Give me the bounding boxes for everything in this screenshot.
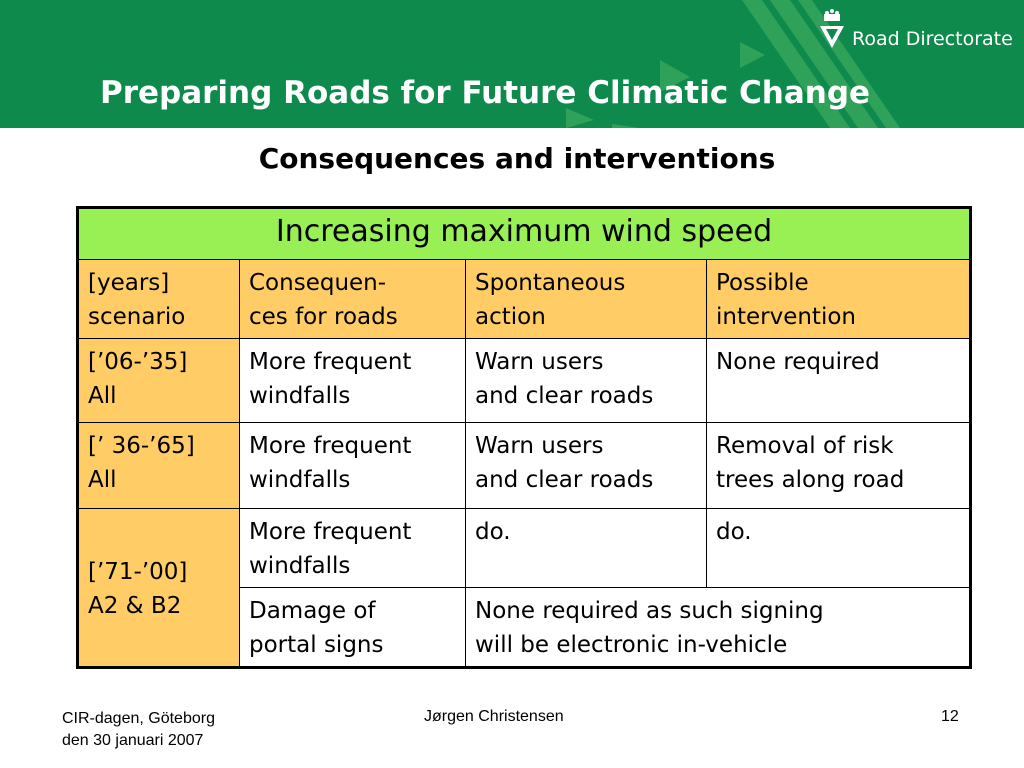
footer-author: Jørgen Christensen <box>424 708 564 725</box>
col-header-consequences: Consequen-ces for roads <box>239 259 466 339</box>
column-header-row: [years] scenario Consequen-ces for roads … <box>77 259 971 339</box>
row-consequence: More frequent windfalls <box>239 422 466 509</box>
table-row: [’06-’35] All More frequent windfalls Warn… <box>77 338 971 423</box>
wind-speed-table: Increasing maximum wind speed [years] sce… <box>76 206 972 669</box>
footer-event: CIR-dagen, Göteborg den 30 januari 2007 <box>62 708 215 752</box>
row-intervention: do. <box>706 508 971 588</box>
footer-event-name: CIR-dagen, Göteborg <box>62 710 215 727</box>
page-number: 12 <box>941 708 959 725</box>
row-consequence: More frequent windfalls <box>239 338 466 423</box>
col-header-possible-intervention: Possible intervention <box>706 259 971 339</box>
table-row: [’ 36-’65] All More frequent windfalls War… <box>77 422 971 509</box>
col-header-spontaneous-action: Spontaneous action <box>465 259 707 339</box>
row-intervention: None required <box>706 338 971 423</box>
slide-title: Preparing Roads for Future Climatic Chan… <box>100 75 871 111</box>
row-action: do. <box>465 508 707 588</box>
table-row: Damage of portal signs None required as s… <box>78 587 971 668</box>
row-action: Warn users and clear roads <box>465 422 707 509</box>
table-row: [’71-’00] A2 & B2 More frequent windfalls … <box>77 508 971 668</box>
row-scenario: [’06-’35] All <box>77 338 240 423</box>
row-consequence: More frequent windfalls <box>239 508 466 588</box>
slide-subtitle: Consequences and interventions <box>258 142 776 175</box>
row-action: Warn users and clear roads <box>465 338 707 423</box>
crown-shield-icon <box>820 9 844 48</box>
row-intervention: Removal of risk trees along road <box>706 422 971 509</box>
table-title: Increasing maximum wind speed <box>77 207 971 260</box>
row-combined-action-intervention: None required as such signing will be ele… <box>465 587 971 668</box>
logo-text: Road Directorate <box>852 28 1013 50</box>
col-header-scenario: [years] scenario <box>77 259 240 339</box>
header-band: Road Directorate Preparing Roads for Fut… <box>0 0 1024 128</box>
row-scenario: [’ 36-’65] All <box>77 422 240 509</box>
row-consequence: Damage of portal signs <box>239 587 466 668</box>
road-directorate-logo: Road Directorate <box>818 8 1024 68</box>
footer-event-date: den 30 januari 2007 <box>62 732 204 749</box>
row-scenario: [’71-’00] A2 & B2 <box>77 508 240 668</box>
